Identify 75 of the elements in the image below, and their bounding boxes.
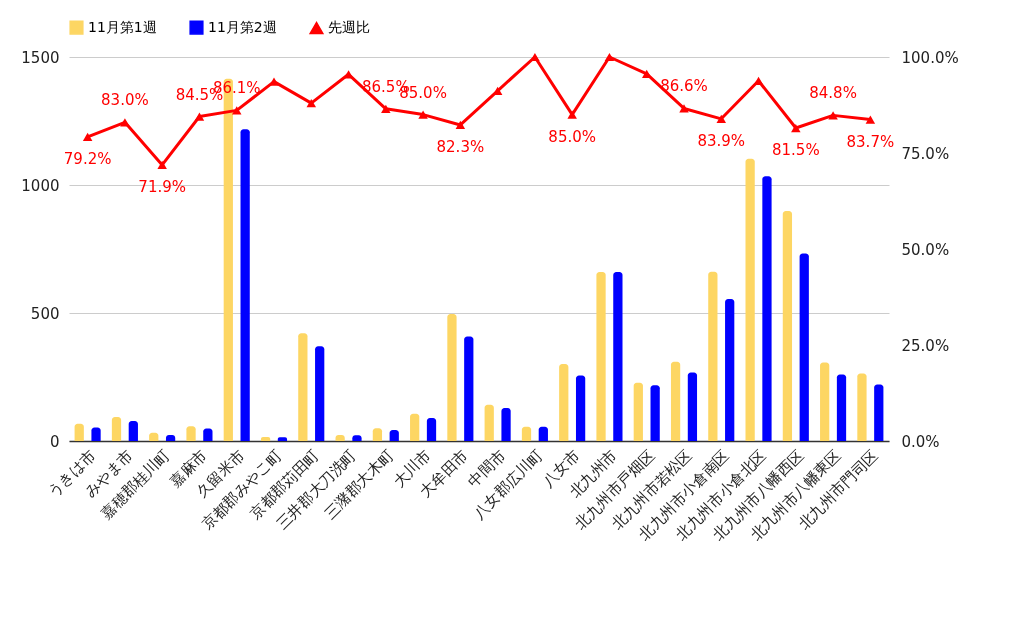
y2-tick-label: 100.0% <box>901 48 959 67</box>
data-label: 83.0% <box>101 91 149 110</box>
bar <box>836 374 847 441</box>
bar <box>857 373 867 441</box>
bar <box>596 272 606 441</box>
bar <box>240 129 250 441</box>
legend-label: 11月第1週 <box>88 18 157 35</box>
bar <box>708 271 718 441</box>
bar <box>633 382 643 441</box>
point <box>716 114 727 123</box>
data-label: 82.3% <box>436 137 485 156</box>
point <box>567 110 577 119</box>
bar <box>725 298 735 441</box>
bar <box>538 426 548 441</box>
bar <box>111 416 122 441</box>
point <box>418 110 428 119</box>
data-label: 83.9% <box>697 131 746 150</box>
point <box>530 52 540 62</box>
bar <box>410 413 420 441</box>
legend-label: 11月第2週 <box>208 18 277 35</box>
y2-tick-label: 25.0% <box>901 336 950 355</box>
y2-tick-label: 75.0% <box>901 144 950 163</box>
point <box>455 120 466 130</box>
data-label: 79.2% <box>63 149 112 168</box>
y-tick-label: 1500 <box>21 48 60 67</box>
data-label: 81.5% <box>771 141 820 160</box>
y-tick-label: 1000 <box>21 176 60 195</box>
y-tick-label: 500 <box>30 304 60 323</box>
bar <box>372 428 383 441</box>
bar <box>687 372 698 441</box>
data-label: 85.0% <box>548 127 597 146</box>
point <box>157 160 167 170</box>
bar <box>128 421 138 441</box>
bar <box>874 384 884 441</box>
bar <box>91 427 101 441</box>
bar <box>670 361 681 441</box>
bar <box>298 333 308 441</box>
legend-label: 先週比 <box>328 19 370 36</box>
bar <box>820 362 830 441</box>
y2-tick-label: 0.0% <box>901 432 940 451</box>
bar <box>315 346 325 441</box>
point <box>865 115 876 124</box>
data-label: 71.9% <box>138 177 187 196</box>
bar <box>203 428 213 441</box>
point <box>828 111 838 120</box>
point <box>679 104 689 113</box>
bar <box>484 404 494 441</box>
point <box>604 52 615 62</box>
point <box>306 98 317 108</box>
data-label: 84.8% <box>809 84 857 103</box>
point <box>120 118 130 127</box>
point <box>269 77 279 86</box>
bar <box>74 423 84 441</box>
y-tick-label: 0 <box>49 432 60 451</box>
bar <box>501 407 511 441</box>
bar <box>521 426 532 441</box>
bar <box>745 158 755 441</box>
point <box>381 104 391 113</box>
bar <box>799 253 809 441</box>
bar <box>186 426 196 441</box>
point <box>791 123 801 133</box>
point <box>82 132 93 141</box>
bar <box>575 375 586 441</box>
bar <box>650 385 660 441</box>
y2-tick-label: 50.0% <box>901 240 950 259</box>
bar <box>464 336 474 441</box>
bar <box>762 176 772 441</box>
point <box>641 69 652 78</box>
bar <box>613 272 623 441</box>
bar <box>559 363 569 441</box>
bar <box>447 314 457 441</box>
bar <box>426 417 437 441</box>
bar <box>782 211 793 441</box>
point <box>194 112 205 121</box>
data-label: 83.7% <box>846 132 895 151</box>
